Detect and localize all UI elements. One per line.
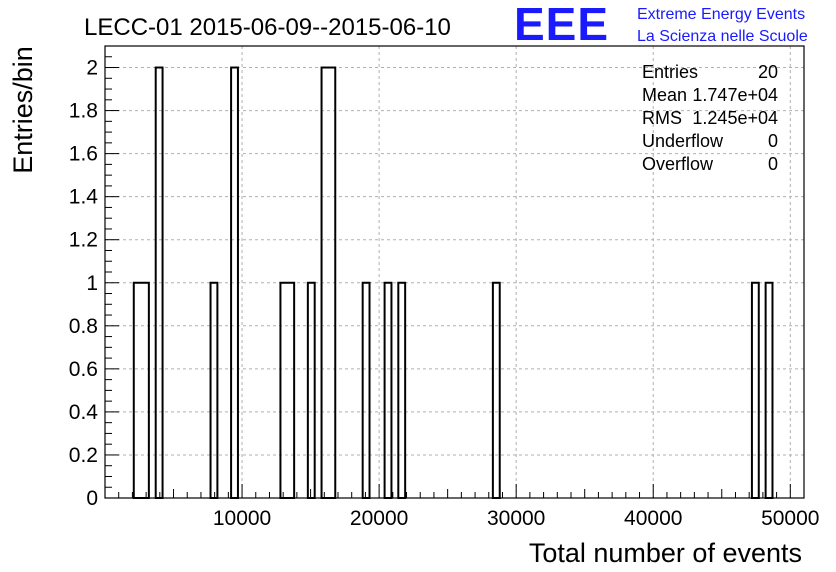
stats-value: 0 bbox=[768, 131, 778, 151]
y-tick-label: 2 bbox=[86, 57, 98, 80]
x-axis-ticks: 10000 20000 30000 40000 50000 bbox=[118, 484, 819, 530]
y-tick-label: 1.4 bbox=[69, 186, 99, 209]
stats-value: 0 bbox=[768, 154, 778, 174]
histogram-bar-5 bbox=[306, 281, 316, 499]
y-axis-label: Entries/bin bbox=[8, 46, 38, 174]
grid-lines bbox=[105, 46, 804, 498]
y-tick-label: 0.8 bbox=[69, 315, 98, 338]
chart-title: LECC-01 2015-06-09--2015-06-10 bbox=[84, 14, 451, 41]
stats-value: 1.245e+04 bbox=[692, 108, 778, 128]
x-axis-label: Total number of events bbox=[529, 538, 802, 568]
histogram-bar-9 bbox=[397, 281, 407, 499]
stats-label: Overflow bbox=[642, 154, 714, 174]
x-tick-label: 30000 bbox=[487, 507, 545, 530]
y-tick-label: 1.8 bbox=[69, 100, 98, 123]
x-tick-label: 10000 bbox=[213, 507, 271, 530]
y-axis-ticks: 0 0.2 0.4 0.6 0.8 1 1.2 1.4 1.6 1.8 2 bbox=[69, 45, 119, 510]
y-tick-label: 0 bbox=[86, 487, 98, 510]
stats-label: Underflow bbox=[642, 131, 724, 151]
histogram-bar-7 bbox=[361, 281, 371, 499]
logo-mark: EEE bbox=[514, 0, 609, 50]
histogram-bar-11 bbox=[750, 281, 760, 499]
x-tick-label: 40000 bbox=[624, 507, 682, 530]
y-tick-label: 1.6 bbox=[69, 143, 98, 166]
histogram-bar-12 bbox=[764, 281, 774, 499]
y-tick-label: 0.2 bbox=[69, 444, 98, 467]
histogram-bar-8 bbox=[383, 281, 393, 499]
logo-line-2: La Scienza nelle Scuole bbox=[637, 28, 808, 45]
x-tick-label: 20000 bbox=[350, 507, 408, 530]
histogram-bar-0 bbox=[132, 281, 150, 499]
stats-label: RMS bbox=[642, 108, 682, 128]
stats-label: Mean bbox=[642, 85, 687, 105]
y-tick-label: 0.6 bbox=[69, 358, 98, 381]
stats-box: Entries 20 Mean 1.747e+04 RMS 1.245e+04 Underf… bbox=[642, 62, 778, 174]
y-tick-label: 1 bbox=[86, 272, 98, 295]
histogram-bar-2 bbox=[209, 281, 219, 499]
stats-value: 20 bbox=[758, 62, 778, 82]
eee-logo: EEE Extreme Energy Events La Scienza nel… bbox=[514, 0, 808, 50]
y-tick-label: 0.4 bbox=[69, 401, 99, 424]
x-tick-label: 50000 bbox=[761, 507, 819, 530]
histogram-bar-4 bbox=[279, 281, 296, 499]
stats-label: Entries bbox=[642, 62, 698, 82]
logo-line-1: Extreme Energy Events bbox=[637, 6, 805, 23]
stats-value: 1.747e+04 bbox=[692, 85, 778, 105]
histogram-bar-10 bbox=[491, 281, 501, 499]
y-tick-label: 1.2 bbox=[69, 229, 98, 252]
